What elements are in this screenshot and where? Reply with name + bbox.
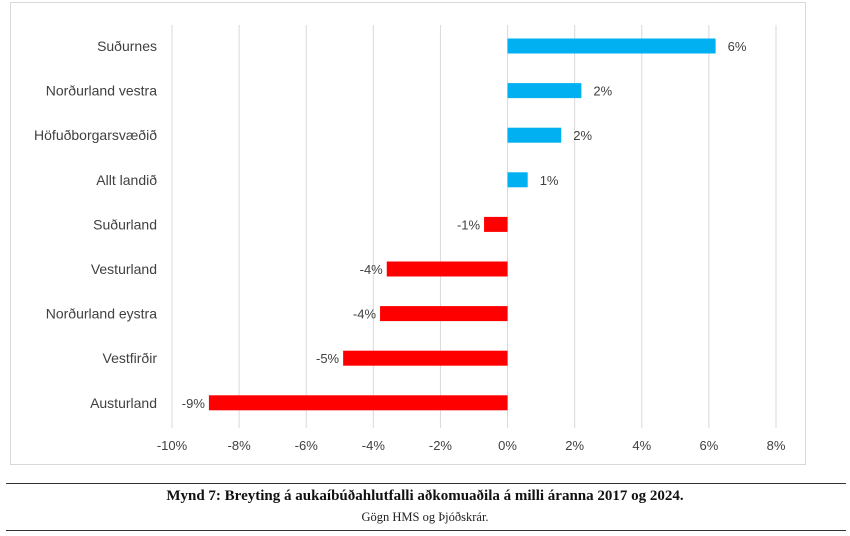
figure-caption: Mynd 7: Breyting á aukaíbúðahlutfalli að… [166, 488, 684, 504]
x-tick-label: -4% [362, 438, 386, 453]
data-label: -4% [353, 307, 377, 322]
x-tick-label: 0% [498, 438, 517, 453]
caption-top-rule [6, 483, 846, 484]
data-label: 2% [573, 128, 592, 143]
bar [507, 172, 528, 188]
figure-source: Gögn HMS og Þjóðskrár. [361, 510, 489, 524]
data-label: 6% [728, 39, 747, 54]
labels: -10% -8% -6% -4% -2% 0% 2% 4% 6% 8% Suðurnes 6% Norð… [34, 38, 786, 453]
bar [208, 395, 508, 411]
data-label: 1% [540, 173, 559, 188]
category-label: Suðurnes [97, 38, 157, 54]
x-tick-label: -10% [157, 438, 188, 453]
category-label: Vestfirðir [103, 350, 158, 366]
x-tick-label: -2% [429, 438, 453, 453]
category-label: Norðurland vestra [46, 83, 157, 99]
category-label: Vesturland [91, 261, 157, 277]
category-label: Höfuðborgarsvæðið [34, 127, 157, 143]
data-label: -1% [457, 217, 481, 232]
x-tick-label: 6% [699, 438, 718, 453]
bar [484, 216, 508, 232]
chart-frame: -10% -8% -6% -4% -2% 0% 2% 4% 6% 8% Suðurnes 6% Norð… [10, 2, 806, 465]
bar [507, 38, 716, 54]
x-tick-label: 4% [632, 438, 651, 453]
bars [208, 38, 716, 411]
category-label: Austurland [90, 395, 157, 411]
category-label: Allt landið [96, 172, 157, 188]
category-label: Suðurland [93, 216, 157, 232]
x-tick-label: -6% [295, 438, 319, 453]
data-label: -9% [182, 396, 206, 411]
bar [343, 350, 508, 366]
x-tick-label: 2% [565, 438, 584, 453]
data-label: 2% [593, 84, 612, 99]
bar-chart: -10% -8% -6% -4% -2% 0% 2% 4% 6% 8% Suðurnes 6% Norð… [34, 25, 786, 453]
bar [380, 306, 508, 322]
bar [507, 83, 582, 99]
x-tick-label: -8% [228, 438, 252, 453]
x-tick-label: 8% [767, 438, 786, 453]
data-label: -4% [360, 262, 384, 277]
caption-bottom-rule [6, 530, 846, 531]
category-label: Norðurland eystra [46, 306, 157, 322]
bar [507, 127, 562, 143]
data-label: -5% [316, 351, 340, 366]
bar [386, 261, 508, 277]
